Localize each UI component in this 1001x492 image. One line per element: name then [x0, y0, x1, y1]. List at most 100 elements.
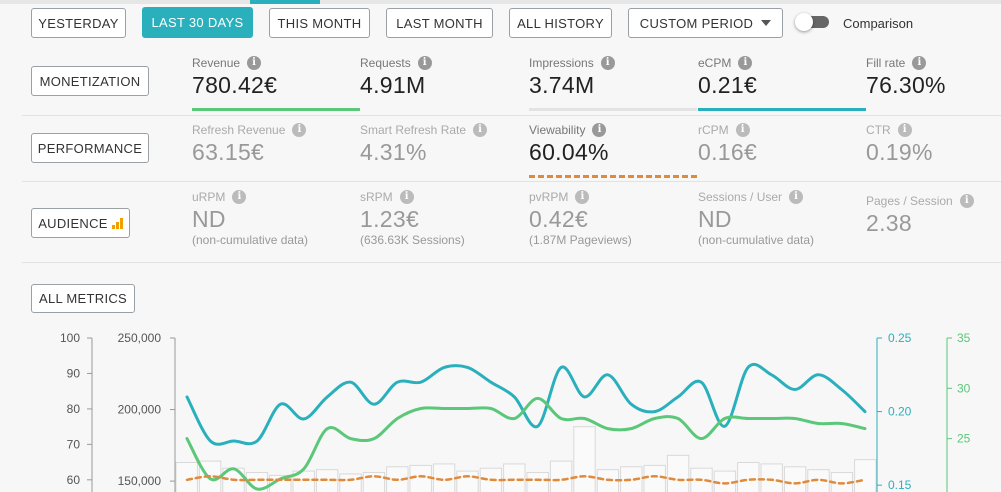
metric-label: pvRPM [529, 190, 569, 204]
metric-rcpm[interactable]: rCPM i 0.16€ [698, 123, 757, 166]
metric-subtext: (non-cumulative data) [698, 233, 815, 247]
all-metrics-button[interactable]: ALL METRICS [31, 284, 135, 313]
y-axis-tick-label: 200,000 [118, 403, 162, 417]
info-icon[interactable]: i [600, 56, 615, 70]
metric-subtext: (636.63K Sessions) [360, 233, 465, 247]
period-yesterday-button[interactable]: YESTERDAY [31, 8, 126, 38]
metric-fill-rate[interactable]: Fill rate i 76.30% [866, 56, 946, 99]
info-icon[interactable]: i [789, 190, 804, 204]
info-icon[interactable]: i [399, 190, 414, 204]
audience-section-button[interactable]: AUDIENCE [31, 208, 130, 238]
y-axis-tick-label: 35 [957, 331, 971, 345]
metric-label: Revenue [192, 56, 241, 70]
chart-bar [737, 462, 760, 492]
metric-label: Viewability [529, 123, 586, 137]
metric-label: Refresh Revenue [192, 123, 286, 137]
metric-value: 4.31% [360, 139, 427, 165]
comparison-toggle[interactable] [795, 13, 831, 31]
chart-series-line [185, 362, 867, 446]
metric-value: 780.42€ [192, 72, 278, 98]
chart-bar [503, 463, 526, 492]
metrics-chart: 100 90 80 70 60 250,000 200,000 150,000 0.25 0.20… [60, 331, 971, 492]
performance-section-button[interactable]: PERFORMANCE [31, 133, 149, 163]
top-tab-strip [0, 0, 1001, 4]
metric-refresh-revenue[interactable]: Refresh Revenue i 63.15€ [192, 123, 307, 166]
metric-subtext: (non-cumulative data) [192, 233, 309, 247]
chart-bar [362, 472, 386, 492]
y-axis-tick-label: 80 [67, 402, 81, 416]
y-axis-tick-label: 60 [67, 473, 81, 487]
chart-bar [666, 454, 690, 492]
info-icon[interactable]: i [232, 190, 247, 204]
metric-value: 0.19% [866, 139, 933, 165]
chart-series-line-dashed [185, 475, 867, 485]
info-icon[interactable]: i [897, 123, 912, 137]
metric-value: ND [192, 206, 226, 232]
info-icon[interactable]: i [738, 56, 753, 70]
period-this-month-button[interactable]: THIS MONTH [269, 8, 370, 38]
chart-bar [456, 470, 479, 492]
chart-bar [175, 462, 198, 492]
y-axis-tick-label: 70 [67, 437, 81, 451]
metric-ecpm[interactable]: eCPM i 0.21€ [698, 56, 757, 99]
metric-label: Sessions / User [698, 190, 783, 204]
viewability-series-underline [529, 175, 697, 178]
period-last-month-button[interactable]: LAST MONTH [386, 8, 493, 38]
y-axis-tick-label: 0.25 [888, 331, 912, 345]
active-tab-indicator [250, 0, 320, 4]
custom-period-dropdown[interactable]: CUSTOM PERIOD [628, 8, 783, 38]
metric-viewability[interactable]: Viewability i 60.04% [529, 123, 609, 166]
metric-smart-refresh-rate[interactable]: Smart Refresh Rate i 4.31% [360, 123, 488, 166]
metric-label: sRPM [360, 190, 393, 204]
info-icon[interactable]: i [417, 56, 432, 70]
metric-ctr[interactable]: CTR i 0.19% [866, 123, 933, 166]
metric-value: 0.16€ [698, 139, 758, 165]
info-icon[interactable]: i [592, 123, 607, 137]
metric-value: ND [698, 206, 732, 232]
chevron-down-icon [761, 20, 772, 26]
y-axis-tick-label: 25 [957, 432, 971, 446]
metric-pages-per-session[interactable]: Pages / Session i 2.38 [866, 194, 974, 237]
chart-bar [549, 460, 573, 492]
metric-srpm[interactable]: sRPM i 1.23€ (636.63K Sessions) [360, 190, 465, 247]
metric-value: 2.38 [866, 210, 912, 236]
row-divider [22, 115, 1001, 116]
metric-requests[interactable]: Requests i 4.91M [360, 56, 432, 99]
info-icon[interactable]: i [912, 56, 927, 70]
info-icon[interactable]: i [473, 123, 488, 137]
info-icon[interactable]: i [959, 194, 974, 208]
metric-label: Smart Refresh Rate [360, 123, 467, 137]
metric-label: Requests [360, 56, 411, 70]
metric-impressions[interactable]: Impressions i 3.74M [529, 56, 615, 99]
metric-value: 0.21€ [698, 72, 758, 98]
y-axis-tick-label: 250,000 [118, 331, 162, 345]
metric-revenue[interactable]: Revenue i 780.42€ [192, 56, 277, 99]
y-axis-tick-label: 100 [60, 331, 80, 345]
y-axis-tick-label: 150,000 [118, 474, 162, 488]
ecpm-series-underline [698, 108, 866, 111]
chart-bar [339, 473, 362, 492]
metric-value: 63.15€ [192, 139, 265, 165]
period-all-history-button[interactable]: ALL HISTORY [509, 8, 612, 38]
metric-label: Fill rate [866, 56, 906, 70]
chart-bar [526, 472, 549, 492]
metric-label: rCPM [698, 123, 729, 137]
info-icon[interactable]: i [247, 56, 262, 70]
metric-label: Pages / Session [866, 194, 953, 208]
chart-bar [854, 459, 877, 492]
row-divider [22, 262, 1001, 263]
info-icon[interactable]: i [735, 123, 750, 137]
metric-urpm[interactable]: uRPM i ND (non-cumulative data) [192, 190, 308, 247]
monetization-section-button[interactable]: MONETIZATION [31, 66, 149, 96]
metric-sessions-per-user[interactable]: Sessions / User i ND (non-cumulative data… [698, 190, 814, 247]
y-axis-tick-label: 0.15 [888, 478, 912, 492]
chart-bar [783, 466, 807, 492]
metric-subtext: (1.87M Pageviews) [529, 233, 632, 247]
metric-value: 76.30% [866, 72, 946, 98]
chart-series-line [185, 396, 867, 491]
metric-label: Impressions [529, 56, 594, 70]
info-icon[interactable]: i [575, 190, 590, 204]
metric-pvrpm[interactable]: pvRPM i 0.42€ (1.87M Pageviews) [529, 190, 632, 247]
info-icon[interactable]: i [292, 123, 307, 137]
period-last-30-days-button[interactable]: LAST 30 DAYS [142, 7, 253, 38]
